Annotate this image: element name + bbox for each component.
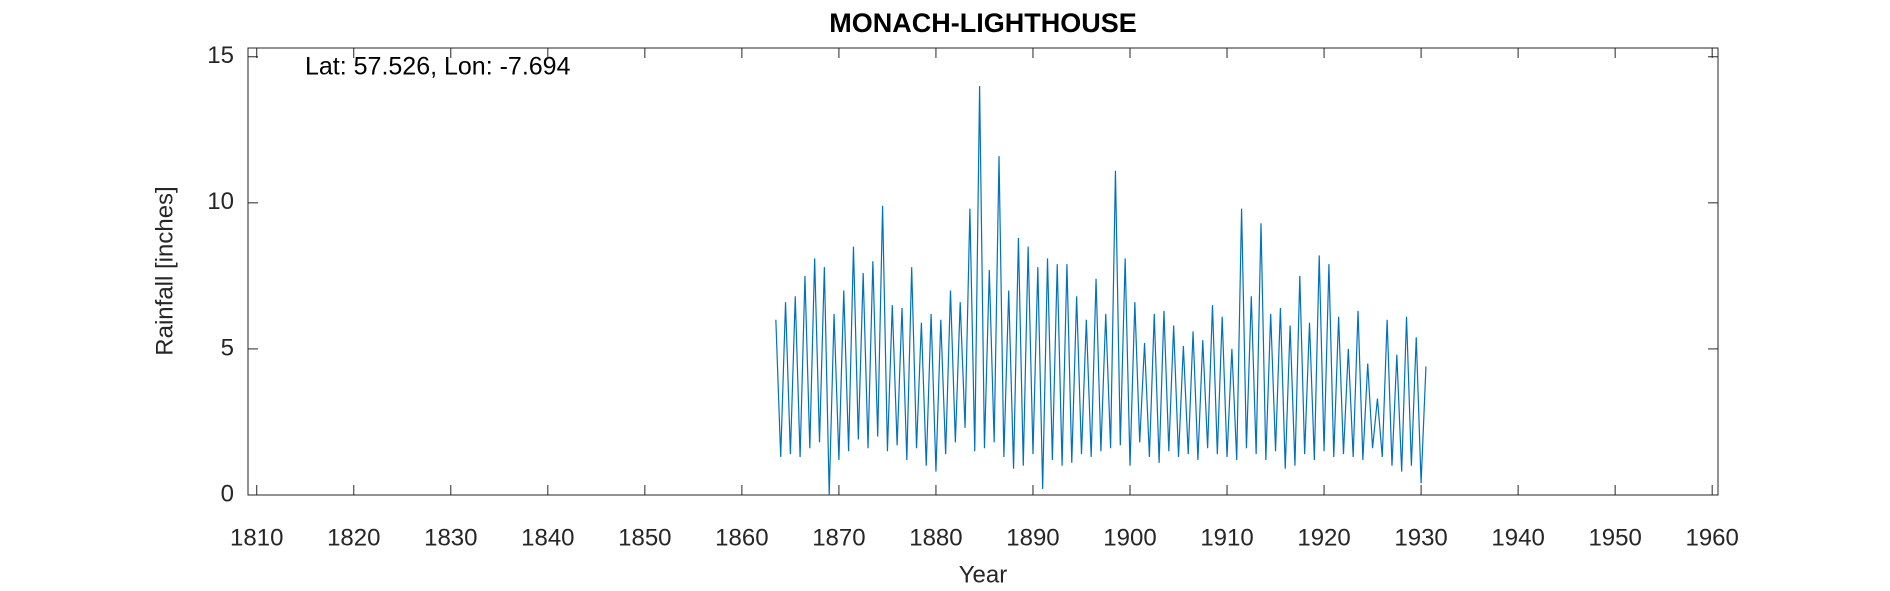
- x-tick-label: 1900: [1103, 524, 1156, 551]
- y-tick-label: 15: [207, 42, 234, 69]
- x-tick-label: 1850: [618, 524, 671, 551]
- y-tick-label: 0: [221, 480, 234, 507]
- x-tick-label: 1830: [424, 524, 477, 551]
- x-tick-label: 1950: [1588, 524, 1641, 551]
- x-tick-label: 1810: [230, 524, 283, 551]
- data-line: [775, 85, 1427, 496]
- x-tick-label: 1940: [1491, 524, 1544, 551]
- x-axis-label: Year: [959, 561, 1008, 588]
- plot-frame: [247, 47, 1719, 496]
- chart-title: MONACH-LIGHTHOUSE: [829, 8, 1136, 38]
- y-tick-label: 10: [207, 188, 234, 215]
- x-tick-label: 1960: [1685, 524, 1738, 551]
- x-tick-label: 1880: [909, 524, 962, 551]
- x-tick-label: 1890: [1006, 524, 1059, 551]
- y-tick-label: 5: [221, 334, 234, 361]
- x-tick-label: 1930: [1394, 524, 1447, 551]
- x-tick-label: 1870: [812, 524, 865, 551]
- x-tick-label: 1860: [715, 524, 768, 551]
- x-tick-label: 1910: [1200, 524, 1253, 551]
- x-tick-label: 1920: [1297, 524, 1350, 551]
- x-tick-label: 1820: [327, 524, 380, 551]
- x-tick-label: 1840: [521, 524, 574, 551]
- y-axis-label: Rainfall [inches]: [151, 186, 178, 355]
- annotation: Lat: 57.526, Lon: -7.694: [305, 53, 571, 81]
